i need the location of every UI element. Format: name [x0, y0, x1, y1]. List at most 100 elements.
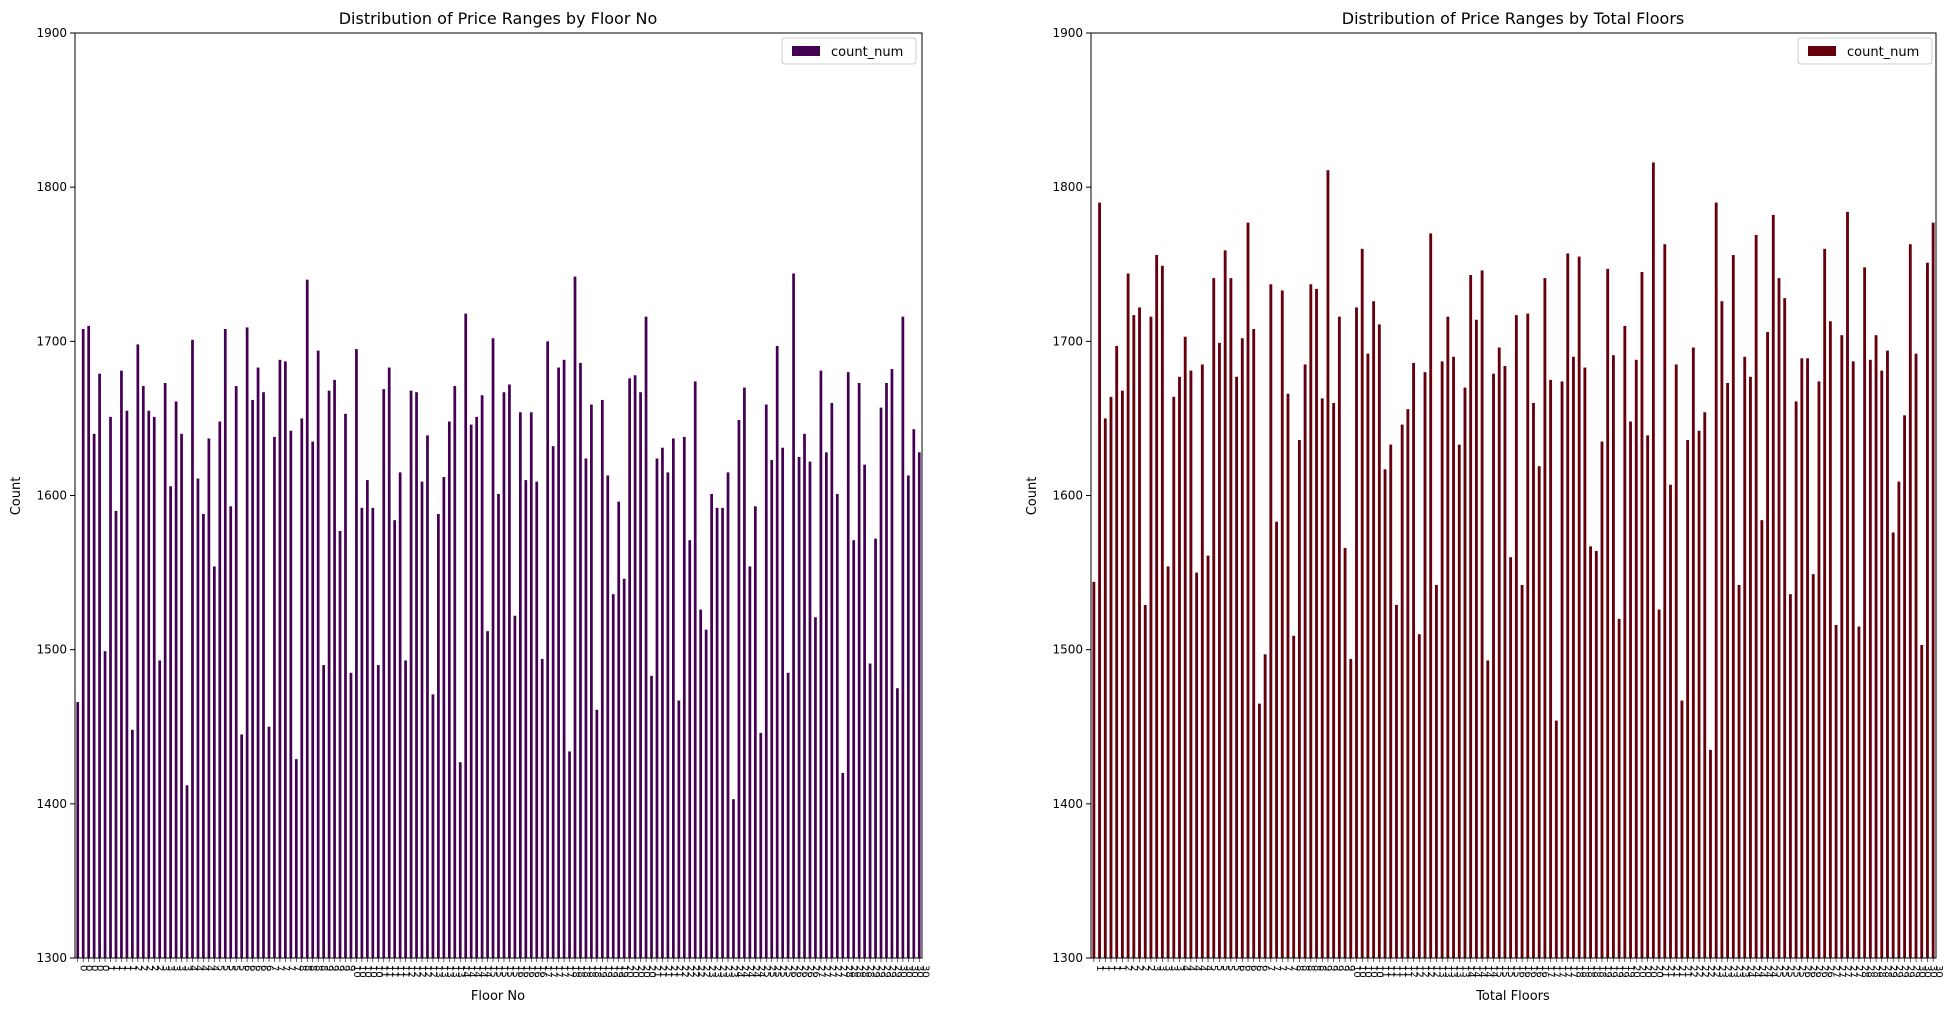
x-tick-label: 10	[1351, 965, 1362, 978]
bar	[1731, 255, 1735, 958]
legend-swatch	[792, 46, 820, 56]
bar	[1634, 359, 1638, 958]
x-tick-label: 17	[1545, 965, 1556, 978]
bar	[1611, 355, 1615, 958]
bar	[1703, 412, 1707, 958]
x-tick-label: 12	[411, 965, 422, 978]
bar	[305, 279, 309, 959]
bar	[158, 660, 162, 958]
x-tick-label: 16	[1528, 965, 1539, 978]
x-tick-label: 20	[1648, 965, 1659, 978]
x-tick-label: 16	[520, 965, 531, 978]
bar	[906, 475, 910, 958]
bar	[1874, 335, 1878, 959]
y-axis-ticks: 1300 1400 1500 1600 1700 1800 1900	[1052, 26, 1091, 965]
bar	[1092, 581, 1096, 958]
x-tick-label: 10	[1374, 965, 1385, 978]
y-tick-label: 1300	[36, 951, 67, 965]
bar	[917, 452, 921, 958]
x-tick-label: 19	[597, 965, 608, 978]
bar	[1577, 256, 1581, 959]
bar	[1709, 749, 1712, 958]
bar	[1743, 356, 1747, 958]
x-tick-label: 18	[580, 965, 591, 978]
bar	[846, 372, 850, 959]
bar	[732, 799, 735, 958]
bar	[497, 493, 500, 958]
x-tick-label: 18	[1591, 965, 1602, 978]
bar	[278, 359, 282, 958]
x-tick-label: 26	[1802, 965, 1813, 978]
bar	[1503, 366, 1507, 958]
x-tick-label: 28	[1870, 965, 1881, 978]
bar	[218, 421, 222, 958]
bar	[1166, 566, 1170, 958]
x-tick-label: 1	[1094, 965, 1105, 971]
x-tick-label: 22	[1688, 965, 1699, 978]
bar	[655, 458, 659, 958]
bar	[1434, 584, 1438, 958]
x-tick-label: 25	[777, 965, 788, 978]
bar	[1383, 469, 1387, 958]
bar	[781, 447, 785, 958]
bar	[1309, 284, 1313, 959]
bar	[1606, 268, 1610, 958]
bar	[1914, 353, 1918, 959]
bar	[803, 433, 806, 958]
y-axis-label: Count	[1025, 477, 1040, 516]
y-tick-label: 1300	[1052, 951, 1083, 965]
x-tick-label: 6	[253, 965, 264, 971]
bar	[1514, 315, 1518, 958]
bar	[1806, 358, 1809, 959]
x-tick-label: 9	[1322, 965, 1333, 971]
bar	[1423, 372, 1427, 959]
x-tick-label: 25	[1796, 965, 1807, 978]
bar	[1566, 253, 1570, 959]
bar	[1880, 370, 1884, 958]
x-tick-label: 3	[165, 965, 176, 971]
x-tick-label: 2	[1128, 965, 1139, 971]
bar	[1463, 387, 1467, 958]
bar	[273, 436, 276, 959]
x-tick-label: 28	[859, 965, 870, 978]
bar	[1240, 338, 1244, 958]
x-tick-label: 19	[602, 965, 613, 978]
x-tick-label: 7	[1282, 965, 1293, 971]
bar	[1749, 376, 1752, 959]
x-tick-label: 6	[1237, 965, 1248, 971]
x-tick-label: 1	[127, 965, 138, 971]
x-tick-label: 23	[1739, 965, 1750, 978]
bar	[349, 672, 353, 958]
bar	[529, 412, 533, 958]
x-tick-label: 12	[1419, 965, 1430, 978]
x-tick-label: 21	[668, 965, 679, 978]
x-tick-label: 13	[438, 965, 449, 978]
x-axis-label: Floor No	[471, 989, 525, 1004]
bar	[1212, 278, 1216, 958]
x-tick-label: 11	[378, 965, 389, 978]
x-tick-label: 6	[247, 965, 258, 971]
x-tick-label: 20	[641, 965, 652, 978]
x-tick-label: 22	[701, 965, 712, 978]
x-tick-label: 28	[1876, 965, 1887, 978]
bar	[1657, 609, 1661, 958]
bar	[1389, 444, 1393, 958]
bar	[262, 392, 265, 958]
bar	[1429, 233, 1433, 958]
x-tick-label: 10	[1362, 965, 1373, 978]
x-tick-label: 24	[755, 965, 766, 978]
x-tick-label: 4	[1197, 965, 1208, 971]
x-tick-label: 13	[1454, 965, 1465, 978]
x-tick-label: 8	[318, 965, 329, 971]
bar	[502, 392, 506, 958]
x-tick-label: 4	[1185, 965, 1196, 971]
bar	[1246, 222, 1250, 958]
bar	[743, 387, 746, 958]
bar	[300, 418, 304, 959]
x-tick-label: 2	[154, 965, 165, 971]
bar	[1560, 381, 1564, 959]
bar	[748, 566, 752, 958]
bar	[480, 395, 484, 959]
legend: count_num	[1797, 37, 1933, 65]
